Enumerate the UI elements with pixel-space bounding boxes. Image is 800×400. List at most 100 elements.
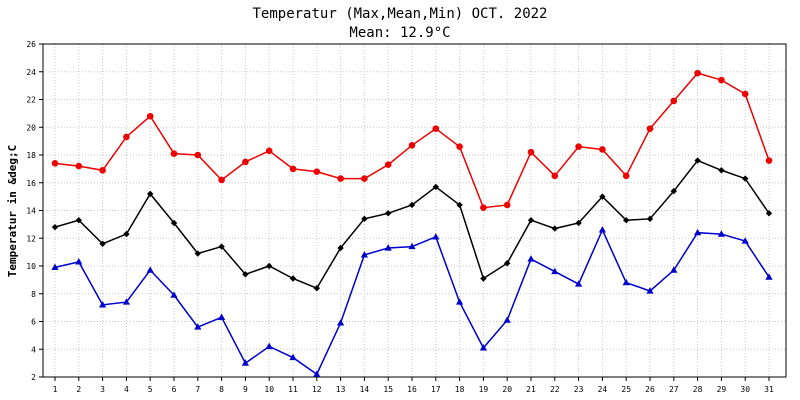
data-point xyxy=(170,219,178,227)
x-tick-label: 2 xyxy=(76,385,81,394)
data-point xyxy=(170,291,178,298)
data-point xyxy=(123,133,130,141)
data-point xyxy=(741,90,749,98)
data-point xyxy=(289,165,297,173)
y-tick-label: 26 xyxy=(26,40,36,49)
data-point xyxy=(765,157,773,164)
x-tick-label: 20 xyxy=(502,385,512,394)
y-tick-label: 4 xyxy=(31,345,36,354)
x-tick-label: 18 xyxy=(455,385,465,394)
data-point xyxy=(360,251,368,258)
data-point xyxy=(99,301,107,308)
data-point xyxy=(51,263,59,270)
data-point xyxy=(694,157,701,164)
data-point xyxy=(504,260,511,267)
y-tick-label: 20 xyxy=(26,123,36,132)
data-point xyxy=(575,219,582,227)
data-point xyxy=(384,161,392,169)
data-point xyxy=(265,342,273,350)
y-tick-label: 14 xyxy=(26,207,36,216)
y-tick-label: 10 xyxy=(26,262,36,271)
data-point xyxy=(718,76,725,84)
data-point xyxy=(622,172,630,180)
data-point xyxy=(456,201,463,209)
x-tick-label: 24 xyxy=(598,385,608,394)
data-point xyxy=(742,175,749,182)
data-point xyxy=(551,225,558,232)
data-point xyxy=(146,266,154,273)
data-point xyxy=(218,313,226,320)
data-point xyxy=(194,323,202,330)
data-point xyxy=(408,242,416,250)
data-point xyxy=(765,273,773,280)
data-point xyxy=(503,316,511,323)
data-point xyxy=(384,244,392,251)
data-point xyxy=(646,287,654,294)
x-tick-label: 10 xyxy=(264,385,274,394)
data-point xyxy=(218,176,225,184)
data-point xyxy=(242,271,249,278)
x-tick-label: 5 xyxy=(148,385,153,394)
data-point xyxy=(527,148,535,156)
y-tick-label: 22 xyxy=(26,96,36,105)
series-2 xyxy=(51,157,773,292)
x-axis: 1 2 3 4 5 6 7 8 9 10 11 12 13 14 15 16 17 18 19 20 21 22 23 24 2… xyxy=(53,377,774,394)
x-tick-label: 12 xyxy=(312,385,322,394)
data-point xyxy=(194,151,202,159)
data-point xyxy=(266,262,273,270)
chart-subtitle: Mean: 12.9°C xyxy=(349,25,450,41)
y-axis-label: Temperatur in &deg;C xyxy=(6,145,19,277)
y-tick-label: 6 xyxy=(31,318,36,327)
data-point xyxy=(75,162,83,170)
x-tick-label: 8 xyxy=(219,385,224,394)
data-point xyxy=(741,237,749,244)
x-tick-label: 1 xyxy=(53,385,58,394)
data-point xyxy=(599,146,606,153)
chart-title: Temperatur (Max,Mean,Min) OCT. 2022 xyxy=(252,6,547,22)
data-point xyxy=(123,230,130,238)
data-point xyxy=(242,158,249,166)
data-point xyxy=(361,215,368,223)
x-tick-label: 14 xyxy=(360,385,370,394)
data-point xyxy=(99,240,106,247)
data-point xyxy=(147,190,154,198)
x-tick-label: 9 xyxy=(243,385,248,394)
data-point xyxy=(479,344,487,351)
x-tick-label: 23 xyxy=(574,385,584,394)
data-point xyxy=(575,143,582,150)
data-point xyxy=(99,166,106,174)
x-tick-label: 4 xyxy=(124,385,129,394)
data-point xyxy=(694,228,702,236)
x-tick-label: 27 xyxy=(669,385,679,394)
data-point xyxy=(694,69,701,77)
data-point xyxy=(575,280,583,287)
data-point xyxy=(241,359,249,366)
data-point xyxy=(622,278,630,286)
data-point xyxy=(289,275,297,282)
data-point xyxy=(432,183,439,191)
data-point xyxy=(75,217,82,224)
data-point xyxy=(361,175,368,182)
data-point xyxy=(194,250,201,257)
x-tick-label: 7 xyxy=(195,385,200,394)
y-tick-label: 2 xyxy=(31,373,36,382)
x-tick-label: 11 xyxy=(288,385,298,394)
y-tick-label: 24 xyxy=(26,68,36,77)
data-point xyxy=(432,125,440,132)
data-point xyxy=(313,168,321,175)
data-point xyxy=(503,201,511,209)
y-tick-label: 16 xyxy=(26,179,36,188)
data-point xyxy=(170,150,178,157)
x-tick-label: 26 xyxy=(645,385,655,394)
data-point xyxy=(599,193,606,200)
x-tick-label: 22 xyxy=(550,385,560,394)
grid-lines xyxy=(43,44,786,377)
data-point xyxy=(670,187,677,195)
x-tick-label: 30 xyxy=(740,385,750,394)
data-point xyxy=(670,266,678,273)
x-tick-label: 6 xyxy=(172,385,177,394)
x-tick-label: 28 xyxy=(693,385,703,394)
y-tick-label: 8 xyxy=(31,290,36,299)
